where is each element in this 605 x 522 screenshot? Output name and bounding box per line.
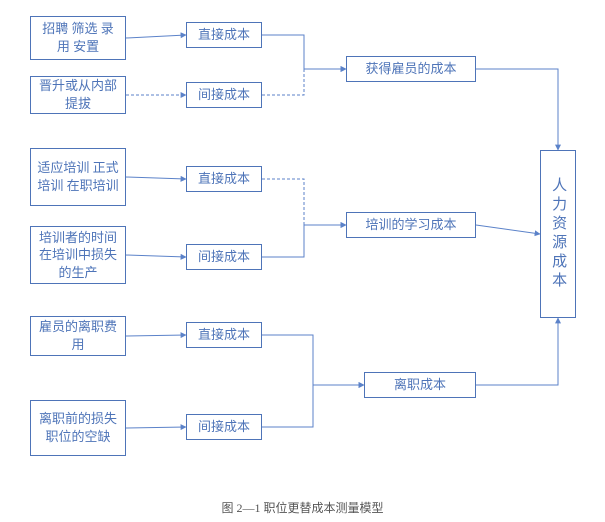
node-c3: 离职成本	[364, 372, 476, 398]
flowchart-canvas: { "caption": "图 2—1 职位更替成本测量模型", "captio…	[0, 0, 605, 522]
edge-b4-c2	[262, 225, 346, 257]
node-a3: 适应培训 正式培训 在职培训	[30, 148, 126, 206]
edge-a3-b3	[126, 177, 186, 179]
node-b3: 直接成本	[186, 166, 262, 192]
edge-b2-c1	[262, 69, 346, 95]
edge-a5-b5	[126, 335, 186, 336]
edge-b6-c3	[262, 385, 364, 427]
node-a5: 雇员的离职费用	[30, 316, 126, 356]
node-c2: 培训的学习成本	[346, 212, 476, 238]
node-a4: 培训者的时间 在培训中损失的生产	[30, 226, 126, 284]
node-b1: 直接成本	[186, 22, 262, 48]
node-d: 人力资源成本	[540, 150, 576, 318]
node-b2: 间接成本	[186, 82, 262, 108]
edge-b1-c1	[262, 35, 346, 69]
node-b5: 直接成本	[186, 322, 262, 348]
node-a2: 晋升或从内部提拔	[30, 76, 126, 114]
node-b4: 间接成本	[186, 244, 262, 270]
edge-c3-d	[476, 318, 558, 385]
node-a6: 离职前的损失 职位的空缺	[30, 400, 126, 456]
edge-a1-b1	[126, 35, 186, 38]
edge-c1-d	[476, 69, 558, 150]
edge-b3-c2	[262, 179, 346, 225]
edge-c2-d	[476, 225, 540, 234]
node-b6: 间接成本	[186, 414, 262, 440]
figure-caption: 图 2—1 职位更替成本测量模型	[0, 499, 605, 516]
node-a1: 招聘 筛选 录用 安置	[30, 16, 126, 60]
node-c1: 获得雇员的成本	[346, 56, 476, 82]
edge-b5-c3	[262, 335, 364, 385]
edge-a4-b4	[126, 255, 186, 257]
edge-a6-b6	[126, 427, 186, 428]
